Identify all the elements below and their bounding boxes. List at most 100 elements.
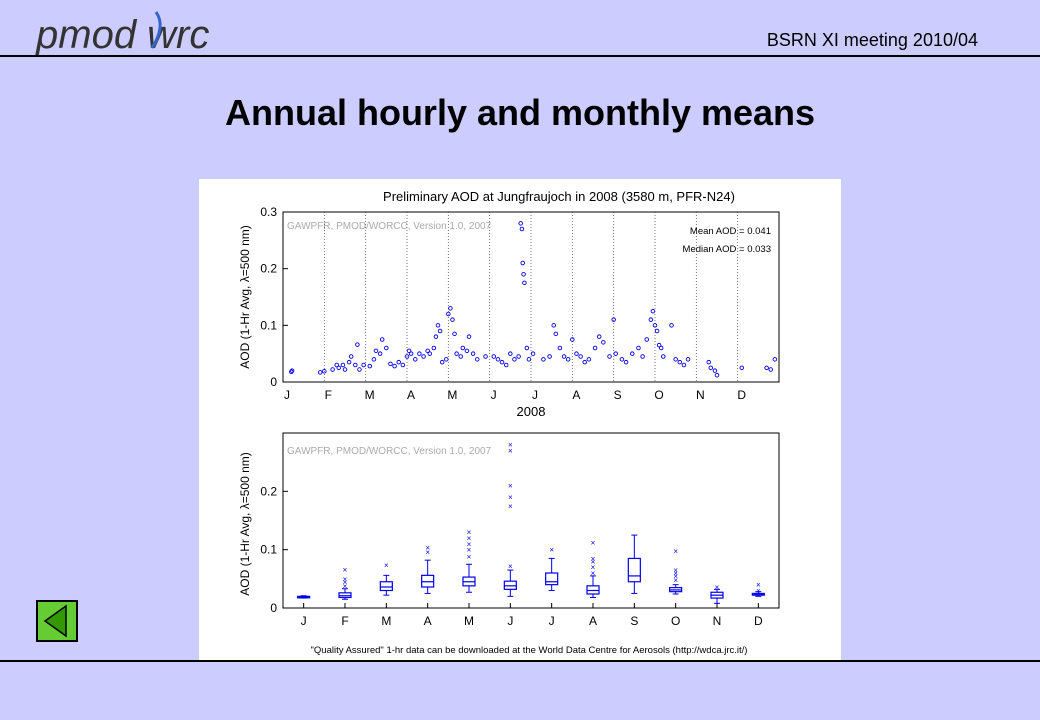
- top-x-tick-label: J: [491, 388, 497, 402]
- top-data-point: [673, 357, 678, 362]
- box-o-9: ×××××: [669, 547, 683, 595]
- box-outlier: ×: [343, 575, 348, 584]
- box-iqr: [379, 581, 393, 592]
- top-data-point: [768, 367, 773, 372]
- top-x-tick-label: N: [696, 388, 705, 402]
- box-outlier: ×: [756, 587, 761, 596]
- top-data-point: [669, 323, 674, 328]
- top-data-point: [658, 345, 664, 351]
- top-data-point: [582, 359, 587, 365]
- top-data-point: [557, 345, 563, 351]
- box-outlier: ×: [467, 546, 472, 555]
- back-button[interactable]: [36, 600, 78, 642]
- top-data-point: [353, 362, 358, 368]
- bottom-x-tick-label: A: [424, 614, 432, 628]
- box-outlier: ×: [508, 482, 513, 491]
- box-outlier: ×: [549, 546, 554, 555]
- top-data-point: [377, 351, 383, 356]
- box-iqr: [545, 572, 559, 586]
- box-outlier: ×: [673, 569, 678, 578]
- box-d-11: ××: [751, 581, 765, 597]
- aod-figure-svg: Preliminary AOD at Jungfraujoch in 2008 …: [238, 189, 780, 656]
- top-data-point: [565, 357, 571, 362]
- bottom-x-tick-label: M: [381, 614, 391, 628]
- top-data-point: [342, 367, 348, 372]
- top-data-point: [561, 354, 567, 359]
- box-m-4: ×××××: [462, 528, 476, 593]
- box-outlier: ×: [508, 441, 513, 450]
- top-y-ticks: 0 0.1 0.2 0.3: [260, 205, 288, 389]
- top-x-tick-label: J: [284, 388, 290, 402]
- top-data-point: [437, 328, 443, 334]
- box-outlier: ×: [384, 561, 389, 570]
- top-x-tick-label: O: [654, 388, 663, 402]
- top-data-point: [348, 354, 354, 359]
- top-data-point: [739, 365, 745, 371]
- top-data-point: [435, 323, 441, 328]
- top-data-point: [346, 359, 352, 365]
- top-data-point: [499, 359, 505, 365]
- box-outlier: ×: [467, 540, 472, 549]
- box-outlier: ×: [591, 539, 596, 548]
- top-data-point: [425, 348, 430, 354]
- logo-swoosh: [150, 11, 162, 49]
- top-data-point: [623, 359, 629, 365]
- box-outlier: ×: [343, 566, 348, 575]
- top-data-point: [570, 337, 575, 342]
- top-x-tick-label: D: [737, 388, 746, 402]
- top-data-point: [706, 359, 711, 365]
- top-data-point: [530, 351, 536, 356]
- box-outlier: ×: [591, 563, 596, 572]
- top-data-point: [421, 354, 426, 359]
- box-outlier: ×: [508, 502, 513, 511]
- top-data-point: [408, 351, 414, 356]
- top-data-point: [491, 354, 497, 359]
- top-data-point: [578, 354, 583, 359]
- top-data-point: [334, 362, 339, 368]
- top-data-point: [379, 337, 385, 342]
- top-data-point: [454, 351, 459, 356]
- box-s-8: [627, 534, 641, 594]
- top-data-point: [636, 345, 641, 351]
- box-j-6: ×: [545, 546, 559, 591]
- box-outlier: ×: [508, 493, 513, 502]
- top-gridlines: [323, 212, 739, 382]
- bottom-y-tick-label: 0: [270, 601, 277, 615]
- top-data-point: [450, 317, 455, 322]
- top-data-point: [524, 345, 530, 351]
- top-data-point: [522, 280, 527, 286]
- top-x-tick-label: S: [614, 388, 622, 402]
- back-triangle-icon: [43, 604, 67, 638]
- top-data-point: [764, 365, 769, 371]
- mean-annotation: Mean AOD = 0.041: [690, 226, 771, 237]
- top-data-point: [518, 221, 523, 226]
- box-j-5: ××××××: [503, 441, 517, 597]
- box-outlier: ×: [467, 534, 472, 543]
- top-data-point: [601, 340, 606, 345]
- median-annotation: Median AOD = 0.033: [683, 244, 771, 255]
- top-data-point: [611, 317, 616, 322]
- bottom-x-tick-label: A: [589, 614, 597, 628]
- top-data-point: [677, 359, 683, 365]
- top-data-point: [648, 317, 654, 322]
- bottom-x-tick-label: S: [630, 614, 638, 628]
- top-data-point: [495, 357, 501, 362]
- top-data-point: [357, 367, 362, 372]
- top-data-point: [650, 308, 656, 314]
- top-data-point: [413, 357, 418, 362]
- top-data-point: [417, 351, 422, 356]
- bottom-watermark: GAWPFR, PMOD/WORCC, Version 1.0, 2007: [287, 446, 492, 457]
- top-data-point: [340, 362, 346, 368]
- box-outlier: ×: [467, 553, 472, 562]
- box-outlier: ×: [591, 569, 596, 578]
- top-data-point: [458, 354, 463, 359]
- top-data-point: [521, 272, 526, 277]
- bottom-plot-area: [282, 432, 780, 609]
- top-data-point: [586, 357, 592, 362]
- box-outlier: ×: [673, 547, 678, 556]
- top-x-tick-label: M: [447, 388, 457, 402]
- top-data-point: [508, 351, 513, 356]
- bottom-x-tick-label: J: [301, 614, 307, 628]
- footer-rule: [0, 660, 1040, 662]
